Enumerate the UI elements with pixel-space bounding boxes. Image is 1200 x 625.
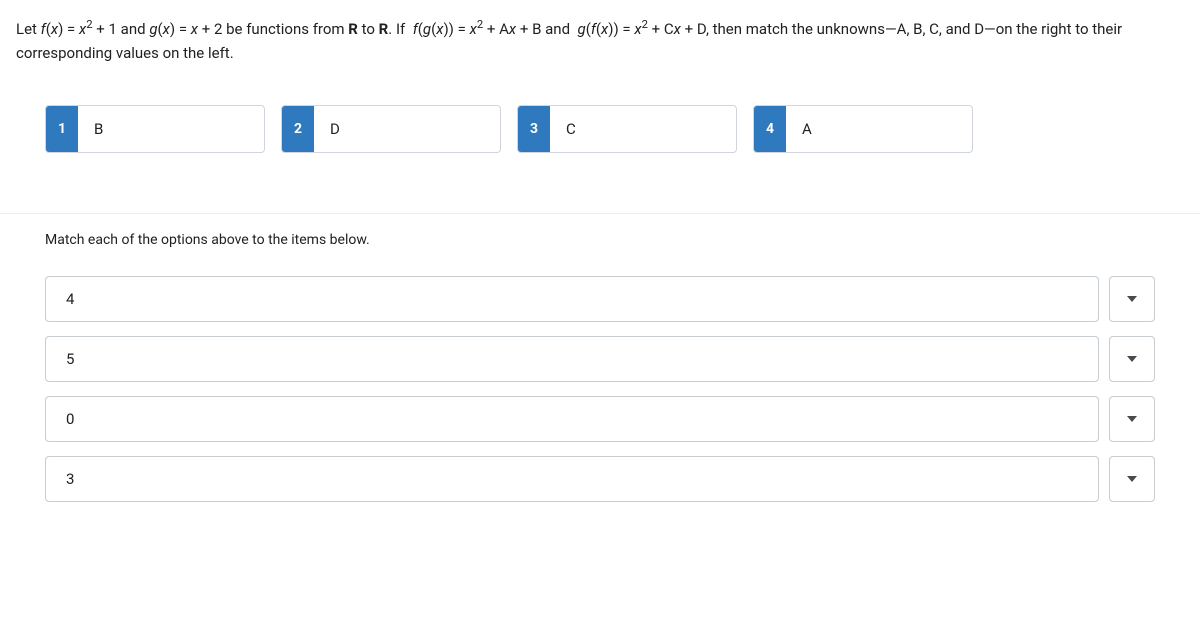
option-chip-3[interactable]: 3 C	[517, 105, 737, 153]
option-label: C	[550, 106, 736, 152]
chevron-down-icon	[1127, 416, 1137, 422]
chevron-down-icon	[1127, 476, 1137, 482]
option-chip-4[interactable]: 4 A	[753, 105, 973, 153]
options-row: 1 B 2 D 3 C 4 A	[0, 65, 1200, 153]
match-dropdown[interactable]	[1109, 396, 1155, 442]
value-box: 5	[45, 336, 1099, 382]
question-text: Let f(x) = x2 + 1 and g(x) = x + 2 be fu…	[0, 0, 1200, 65]
value-box: 0	[45, 396, 1099, 442]
option-number: 3	[518, 106, 550, 152]
option-number: 2	[282, 106, 314, 152]
chevron-down-icon	[1127, 356, 1137, 362]
match-dropdown[interactable]	[1109, 336, 1155, 382]
match-row-2: 5	[45, 336, 1155, 382]
match-dropdown[interactable]	[1109, 456, 1155, 502]
chevron-down-icon	[1127, 296, 1137, 302]
option-number: 4	[754, 106, 786, 152]
option-label: A	[786, 106, 972, 152]
match-row-3: 0	[45, 396, 1155, 442]
match-instruction: Match each of the options above to the i…	[45, 232, 1155, 248]
match-row-4: 3	[45, 456, 1155, 502]
option-chip-1[interactable]: 1 B	[45, 105, 265, 153]
value-box: 3	[45, 456, 1099, 502]
option-number: 1	[46, 106, 78, 152]
option-label: B	[78, 106, 264, 152]
value-box: 4	[45, 276, 1099, 322]
match-section: Match each of the options above to the i…	[0, 213, 1200, 502]
option-chip-2[interactable]: 2 D	[281, 105, 501, 153]
option-label: D	[314, 106, 500, 152]
match-dropdown[interactable]	[1109, 276, 1155, 322]
match-row-1: 4	[45, 276, 1155, 322]
